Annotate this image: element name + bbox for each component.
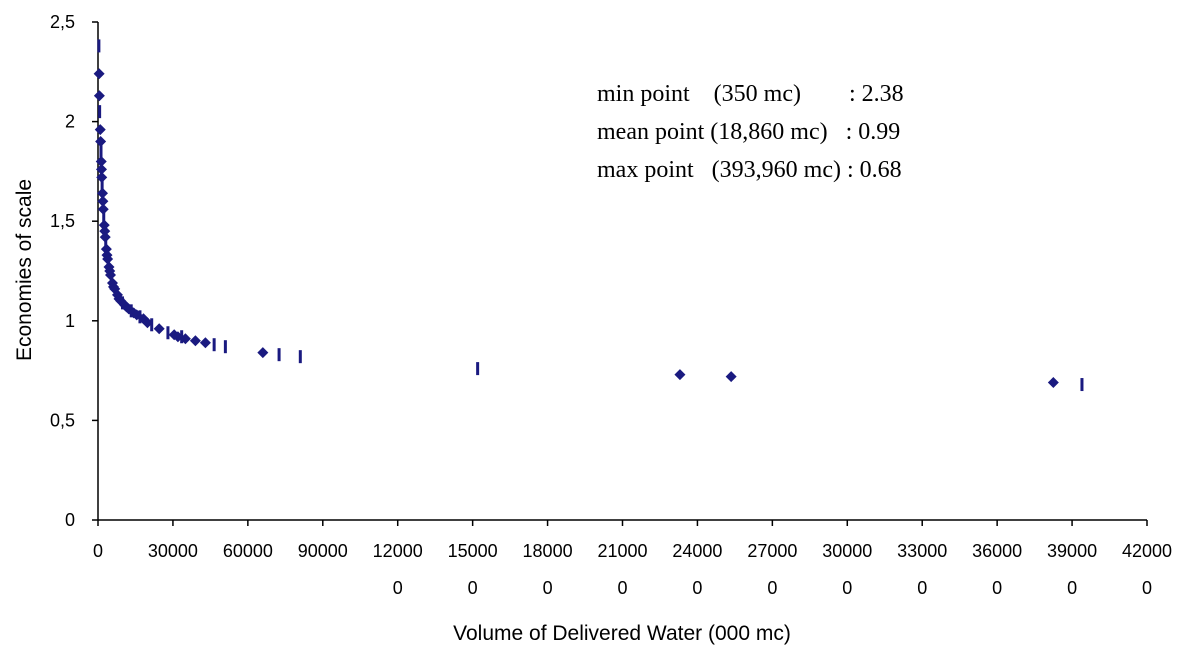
- y-tick-label: 1: [65, 311, 75, 331]
- data-point-diamond: [674, 369, 686, 381]
- data-point-bar: [150, 318, 154, 332]
- data-points: [93, 39, 1084, 392]
- x-tick-label: 90000: [298, 541, 348, 561]
- x-tick-label: 36000: [972, 541, 1022, 561]
- x-tick-label-line2: 0: [842, 578, 852, 598]
- x-tick-label: 12000: [373, 541, 423, 561]
- x-tick-label: 42000: [1122, 541, 1172, 561]
- x-tick-label-line2: 0: [393, 578, 403, 598]
- annotation-max: max point (393,960 mc) : 0.68: [597, 157, 902, 183]
- x-tick-label-line2: 0: [543, 578, 553, 598]
- data-point-bar: [166, 326, 170, 340]
- data-point-bar: [1080, 378, 1084, 392]
- data-point-bar: [476, 362, 480, 376]
- x-tick-label-line2: 0: [1142, 578, 1152, 598]
- data-point-bar: [277, 348, 281, 362]
- x-tick-label-line2: 0: [917, 578, 927, 598]
- data-point-bar: [223, 340, 227, 354]
- data-point-diamond: [94, 124, 106, 136]
- plot-area: 00,511,522,5 0 30000 60000 90000 12000015000…: [50, 12, 1172, 598]
- data-point-diamond: [153, 323, 165, 335]
- data-point-bar: [98, 105, 102, 119]
- x-tick-label-line2: 0: [468, 578, 478, 598]
- y-tick-label: 0,5: [50, 410, 75, 430]
- data-point-diamond: [95, 136, 107, 148]
- data-point-diamond: [725, 371, 737, 383]
- data-point-diamond: [96, 171, 108, 183]
- x-tick-label-line2: 0: [992, 578, 1002, 598]
- data-point-bar: [102, 210, 106, 224]
- data-point-diamond: [199, 337, 211, 349]
- data-point-bar: [100, 178, 104, 192]
- x-tick-label: 30000: [148, 541, 198, 561]
- y-tick-label: 2,5: [50, 12, 75, 32]
- y-tick-label: 0: [65, 510, 75, 530]
- data-point-diamond: [1047, 377, 1059, 389]
- annotation-min: min point (350 mc) : 2.38: [597, 81, 904, 107]
- data-point-diamond: [97, 195, 109, 207]
- data-point-diamond: [97, 203, 109, 215]
- y-axis-ticks: 0 0,5 1 1,5 2 2,5: [50, 12, 98, 530]
- data-point-bar: [97, 39, 101, 53]
- data-point-diamond: [179, 333, 191, 345]
- data-point-bar: [104, 236, 108, 250]
- y-axis-title: Economies of scale: [13, 179, 36, 361]
- x-tick-label: 24000: [672, 541, 722, 561]
- data-point-bar: [180, 330, 184, 344]
- x-tick-label: 33000: [897, 541, 947, 561]
- x-tick-label: 0: [93, 541, 103, 561]
- annotation-mean: mean point (18,860 mc) : 0.99: [597, 119, 900, 145]
- x-tick-label-line2: 0: [617, 578, 627, 598]
- data-point-diamond: [257, 347, 269, 359]
- y-tick-label: 2: [65, 112, 75, 132]
- x-axis-title: Volume of Delivered Water (000 mc): [453, 622, 791, 645]
- x-tick-label: 15000: [448, 541, 498, 561]
- data-point-bar: [212, 338, 216, 352]
- x-tick-label: 21000: [597, 541, 647, 561]
- x-tick-label: 18000: [523, 541, 573, 561]
- annotation-box: min point (350 mc) : 2.38 mean point (18…: [597, 81, 904, 183]
- data-point-diamond: [96, 187, 108, 199]
- data-point-diamond: [95, 155, 107, 167]
- data-point-diamond: [95, 163, 107, 175]
- x-axis-ticks: 0 30000 60000 90000 120000150000180000210000…: [93, 520, 1172, 598]
- data-point-bar: [298, 350, 302, 364]
- x-tick-label: 39000: [1047, 541, 1097, 561]
- x-tick-label: 27000: [747, 541, 797, 561]
- data-point-diamond: [93, 90, 105, 102]
- x-tick-label-line2: 0: [767, 578, 777, 598]
- x-tick-label: 30000: [822, 541, 872, 561]
- data-point-bar: [99, 144, 103, 158]
- x-tick-label-line2: 0: [1067, 578, 1077, 598]
- y-tick-label: 1,5: [50, 211, 75, 231]
- data-point-diamond: [93, 68, 105, 80]
- data-point-diamond: [189, 335, 201, 347]
- x-tick-label: 60000: [223, 541, 273, 561]
- x-tick-label-line2: 0: [692, 578, 702, 598]
